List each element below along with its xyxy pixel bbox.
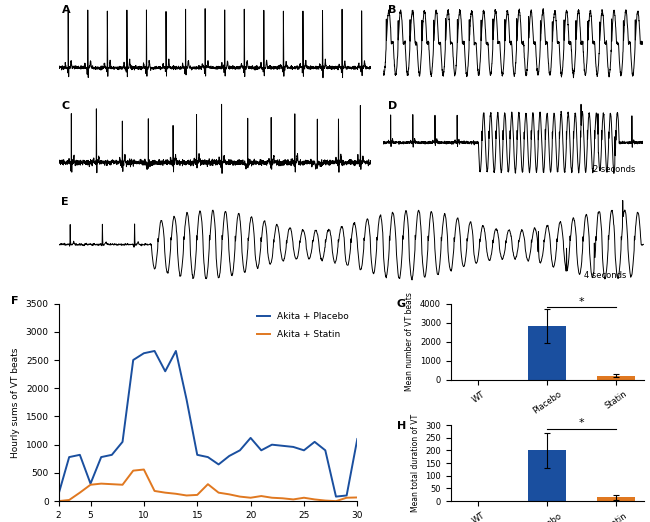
Akita + Placebo bbox=[86, 480, 94, 487]
Akita + Placebo bbox=[226, 453, 233, 459]
Akita + Statin bbox=[204, 481, 212, 488]
Akita + Placebo bbox=[268, 442, 276, 448]
Akita + Placebo bbox=[76, 452, 84, 458]
Bar bbox=[597, 376, 635, 379]
Akita + Placebo bbox=[183, 396, 190, 402]
Akita + Statin bbox=[151, 488, 159, 494]
Text: F: F bbox=[10, 295, 18, 306]
Bar bbox=[528, 326, 566, 379]
Akita + Placebo bbox=[321, 447, 329, 454]
Y-axis label: Mean number of VT beats: Mean number of VT beats bbox=[406, 292, 414, 391]
Akita + Statin bbox=[183, 492, 190, 499]
Akita + Statin bbox=[279, 495, 287, 502]
Text: *: * bbox=[578, 418, 584, 428]
Akita + Statin bbox=[236, 493, 244, 500]
Akita + Statin bbox=[172, 491, 180, 497]
Y-axis label: Mean total duration of VT: Mean total duration of VT bbox=[411, 414, 419, 512]
Akita + Placebo bbox=[119, 438, 127, 445]
Akita + Placebo bbox=[247, 435, 255, 441]
Akita + Statin bbox=[257, 493, 265, 499]
Text: 2 seconds: 2 seconds bbox=[593, 165, 636, 174]
Akita + Statin bbox=[332, 498, 340, 504]
Akita + Statin bbox=[119, 482, 127, 488]
Text: B: B bbox=[388, 5, 396, 15]
Akita + Placebo bbox=[279, 443, 287, 449]
Akita + Statin bbox=[354, 494, 361, 501]
Akita + Statin bbox=[193, 492, 201, 498]
Akita + Statin bbox=[140, 466, 148, 472]
Bar bbox=[597, 497, 635, 501]
Akita + Statin bbox=[268, 495, 276, 501]
Akita + Statin bbox=[311, 496, 318, 503]
Akita + Statin bbox=[289, 496, 297, 503]
Text: E: E bbox=[61, 196, 69, 207]
Bar bbox=[528, 450, 566, 501]
Akita + Placebo bbox=[108, 452, 116, 458]
Akita + Placebo bbox=[172, 348, 180, 354]
Akita + Placebo bbox=[311, 438, 318, 445]
Akita + Placebo bbox=[289, 444, 297, 450]
Akita + Statin bbox=[76, 490, 84, 496]
Akita + Placebo bbox=[300, 447, 308, 454]
Akita + Placebo bbox=[204, 454, 212, 460]
Y-axis label: Hourly sums of VT beats: Hourly sums of VT beats bbox=[11, 347, 20, 457]
Legend: Akita + Placebo, Akita + Statin: Akita + Placebo, Akita + Statin bbox=[253, 308, 353, 342]
Akita + Statin bbox=[129, 468, 137, 474]
Akita + Placebo bbox=[161, 368, 169, 374]
Line: Akita + Placebo: Akita + Placebo bbox=[58, 351, 358, 496]
Akita + Placebo bbox=[98, 454, 105, 460]
Akita + Placebo bbox=[55, 491, 62, 497]
Akita + Placebo bbox=[236, 447, 244, 454]
Akita + Placebo bbox=[332, 493, 340, 500]
Line: Akita + Statin: Akita + Statin bbox=[58, 469, 358, 501]
Akita + Statin bbox=[98, 480, 105, 487]
Akita + Statin bbox=[321, 497, 329, 504]
Text: H: H bbox=[396, 421, 406, 431]
Akita + Statin bbox=[161, 490, 169, 496]
Text: *: * bbox=[578, 297, 584, 307]
Akita + Placebo bbox=[257, 447, 265, 454]
Text: G: G bbox=[396, 299, 406, 309]
Akita + Placebo bbox=[193, 452, 201, 458]
Akita + Statin bbox=[300, 495, 308, 501]
Akita + Placebo bbox=[129, 357, 137, 363]
Akita + Statin bbox=[65, 497, 73, 503]
Akita + Placebo bbox=[343, 492, 350, 499]
Akita + Placebo bbox=[140, 350, 148, 357]
Akita + Statin bbox=[214, 490, 222, 496]
Akita + Statin bbox=[108, 481, 116, 488]
Text: A: A bbox=[62, 5, 70, 15]
Akita + Statin bbox=[247, 495, 255, 501]
Akita + Placebo bbox=[151, 348, 159, 354]
Akita + Statin bbox=[86, 482, 94, 488]
Akita + Statin bbox=[226, 491, 233, 497]
Akita + Placebo bbox=[65, 454, 73, 460]
Akita + Placebo bbox=[354, 436, 361, 442]
Akita + Placebo bbox=[214, 461, 222, 468]
Text: C: C bbox=[62, 101, 70, 111]
Text: D: D bbox=[388, 101, 397, 111]
Text: 4 seconds: 4 seconds bbox=[584, 271, 626, 280]
Akita + Statin bbox=[343, 495, 350, 501]
Akita + Statin bbox=[55, 498, 62, 504]
